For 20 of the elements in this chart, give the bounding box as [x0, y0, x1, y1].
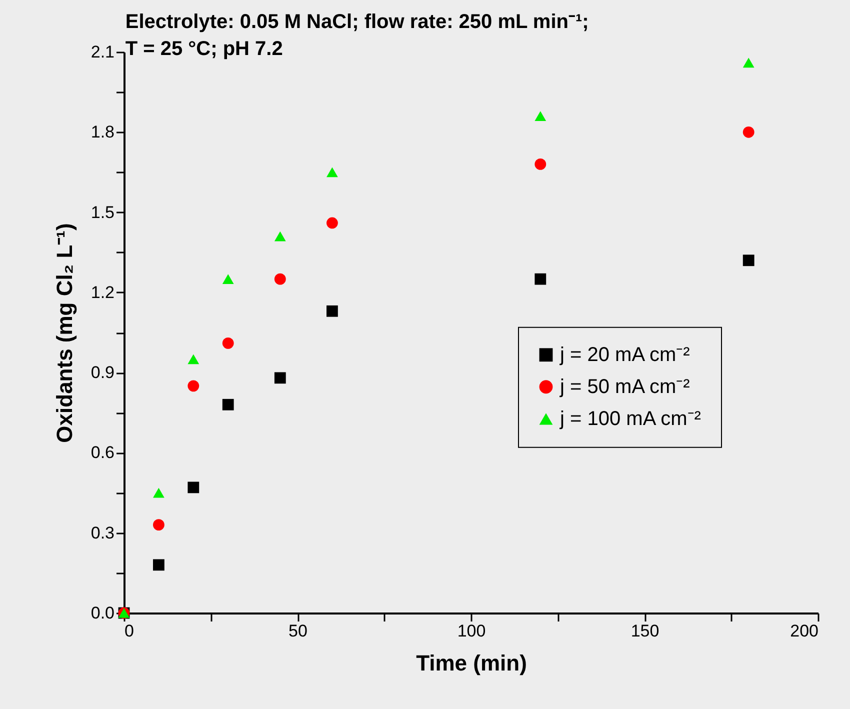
legend-label: j = 20 mA cm⁻² — [559, 344, 690, 366]
y-tick-label: 0.6 — [90, 443, 114, 462]
y-tick-label: 1.5 — [90, 202, 114, 222]
y-tick-label: 1.2 — [90, 282, 114, 302]
y-tick-label: 0.3 — [90, 523, 114, 542]
legend-label: j = 50 mA cm⁻² — [559, 376, 690, 398]
y-tick-label: 2.1 — [90, 42, 114, 62]
x-tick-label: 150 — [630, 622, 660, 640]
x-tick-label: 100 — [457, 622, 486, 640]
y-tick-label: 1.8 — [90, 122, 114, 142]
text: Electrolyte: 0.05 M NaCl; flow rate: 250 mL min⁻¹; — [125, 11, 589, 33]
x-axis-title: Time (min) — [416, 650, 527, 676]
y-axis-title: Oxidants (mg Cl₂ L⁻¹) — [52, 223, 77, 443]
x-tick-label: 0 — [124, 622, 134, 640]
text: T = 25 °C; pH 7.2 — [125, 38, 283, 60]
y-tick-label: 0.9 — [90, 363, 114, 382]
y-tick-label: 0.0 — [90, 604, 114, 622]
x-tick-label: 50 — [288, 622, 308, 640]
x-tick-label: 200 — [790, 622, 818, 640]
legend-label: j = 100 mA cm⁻² — [559, 408, 702, 430]
